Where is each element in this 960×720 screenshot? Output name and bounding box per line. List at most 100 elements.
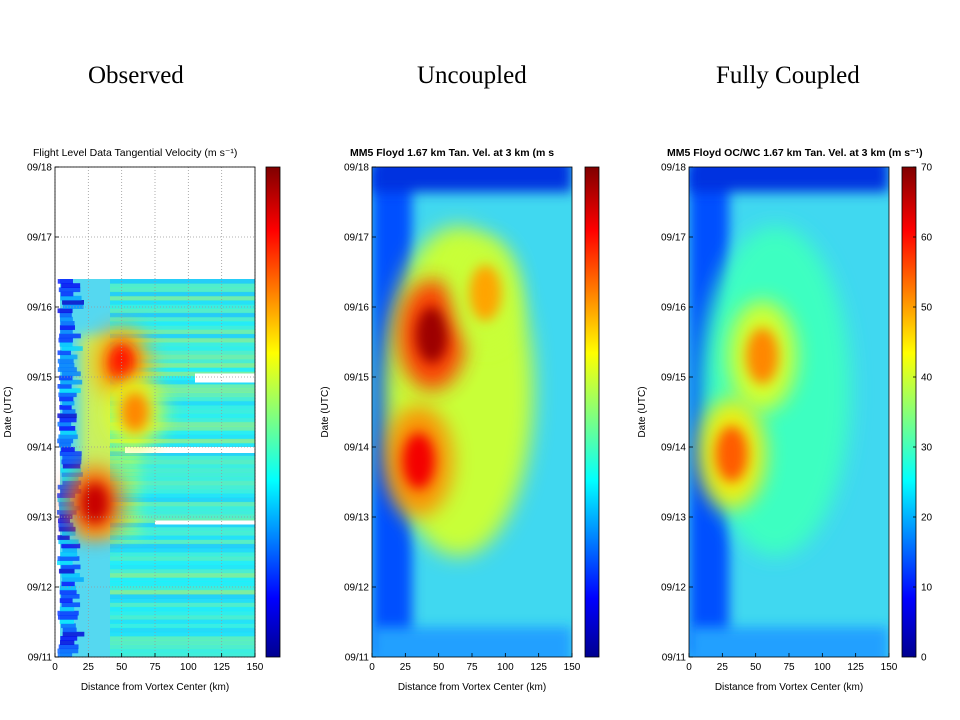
y-tick-label: 09/15 (344, 373, 369, 384)
x-tick-label: 0 (686, 662, 692, 673)
heatmap-stripe (110, 644, 255, 650)
x-axis-label: Distance from Vortex Center (km) (81, 682, 229, 693)
y-axis-label: Date (UTC) (3, 386, 14, 437)
heatmap-stripe (110, 371, 255, 377)
heatmap-maximum (402, 433, 435, 489)
y-tick-label: 09/13 (661, 513, 686, 524)
y-tick-label: 09/13 (344, 513, 369, 524)
colorbar (584, 166, 600, 658)
heatmap-stripe (59, 342, 73, 347)
heatmap-stripe (57, 610, 79, 616)
x-axis-label: Distance from Vortex Center (km) (715, 682, 863, 693)
heatmap-stripe (110, 619, 255, 624)
heatmap-stripe (110, 589, 255, 595)
heatmap-stripe (59, 405, 72, 410)
heatmap-stripe (110, 337, 255, 343)
heatmap-stripe (110, 287, 255, 293)
heatmap-stripe (110, 346, 255, 351)
heatmap-stripe (110, 388, 255, 393)
heatmap-stripe (57, 308, 73, 314)
chart-title: MM5 Floyd OC/WC 1.67 km Tan. Vel. at 3 k… (667, 147, 923, 159)
heatmap-stripe (60, 379, 83, 385)
heatmap-stripe (57, 518, 70, 524)
heatmap-stripe (110, 463, 255, 469)
heatmap-stripe (110, 531, 255, 536)
colorbar-tick-label: 10 (921, 583, 933, 594)
heatmap-stripe (62, 531, 76, 536)
x-tick-label: 0 (369, 662, 375, 673)
heatmap-stripe (57, 510, 77, 515)
heatmap-stripe (58, 568, 75, 574)
heatmap-stripe (110, 333, 255, 339)
y-tick-label: 09/15 (661, 373, 686, 384)
x-tick-label: 125 (213, 662, 230, 673)
heatmap-stripe (62, 400, 75, 406)
y-tick-label: 09/17 (344, 233, 369, 244)
heatmap-stripe (110, 283, 255, 288)
heatmap-stripe (110, 375, 255, 381)
heatmap-stripe (61, 472, 83, 477)
heatmap-stripe (58, 526, 76, 532)
heatmap-stripe (110, 363, 255, 368)
heatmap-stripe (62, 455, 82, 461)
heatmap-stripe (60, 468, 82, 473)
y-axis-label: Date (UTC) (637, 386, 648, 437)
x-tick-label: 150 (881, 662, 898, 673)
heatmap-stripe (110, 325, 255, 330)
heatmap-stripe (61, 543, 81, 549)
y-tick-label: 09/17 (661, 233, 686, 244)
heatmap-stripe (110, 598, 255, 603)
heatmap-stripe (57, 358, 74, 364)
x-tick-label: 0 (52, 662, 58, 673)
colorbar-tick-label: 60 (921, 233, 933, 244)
x-tick-label: 75 (783, 662, 795, 673)
heatmap-stripe (110, 291, 255, 297)
heatmap-stripe (59, 388, 81, 393)
heatmap-stripe (59, 598, 73, 603)
heatmap-stripe (110, 484, 255, 490)
heatmap-stripe (110, 430, 255, 435)
heatmap-stripe (59, 589, 77, 595)
heatmap-stripe (110, 568, 255, 574)
heatmap-stripe (110, 602, 255, 608)
heatmap-stripe (60, 354, 78, 360)
x-tick-label: 100 (814, 662, 831, 673)
heatmap-stripe (110, 585, 255, 591)
heatmap-stripe (60, 291, 74, 297)
heatmap-field (57, 279, 255, 657)
heatmap-stripe (110, 556, 255, 561)
heatmap-stripe (110, 493, 255, 498)
heatmap-stripe (62, 577, 84, 582)
x-axis-label: Distance from Vortex Center (km) (398, 682, 546, 693)
heatmap-stripe (57, 413, 77, 419)
y-axis-label: Date (UTC) (320, 386, 331, 437)
heatmap-stripe (59, 363, 75, 368)
heatmap-gap (125, 447, 255, 453)
heatmap-stripe (57, 350, 71, 356)
heatmap-stripe (110, 379, 255, 385)
chart-title: Flight Level Data Tangential Velocity (m… (33, 147, 237, 159)
heatmap-stripe (62, 300, 84, 305)
heatmap-stripe (62, 631, 85, 637)
y-tick-label: 09/18 (344, 163, 369, 174)
heatmap-stripe (110, 358, 255, 364)
column-title-fully-coupled: Fully Coupled (716, 62, 860, 89)
heatmap-stripe (57, 421, 72, 427)
heatmap-stripe (110, 409, 255, 414)
heatmap-maximum (715, 426, 748, 482)
heatmap-stripe (57, 493, 76, 498)
heatmap-stripe (110, 392, 255, 398)
heatmap-stripe (110, 350, 255, 356)
x-tick-label: 25 (400, 662, 412, 673)
heatmap-stripe (110, 577, 255, 582)
heatmap-stripe (61, 283, 81, 288)
heatmap-stripe (110, 367, 255, 372)
heatmap-stripe (110, 552, 255, 557)
x-tick-label: 75 (466, 662, 478, 673)
heatmap-stripe (110, 501, 255, 507)
colorbar-tick-label: 40 (921, 373, 933, 384)
heatmap-stripe (59, 451, 82, 456)
heatmap-stripe (57, 556, 80, 561)
colorbar-tick-label: 0 (921, 653, 927, 664)
